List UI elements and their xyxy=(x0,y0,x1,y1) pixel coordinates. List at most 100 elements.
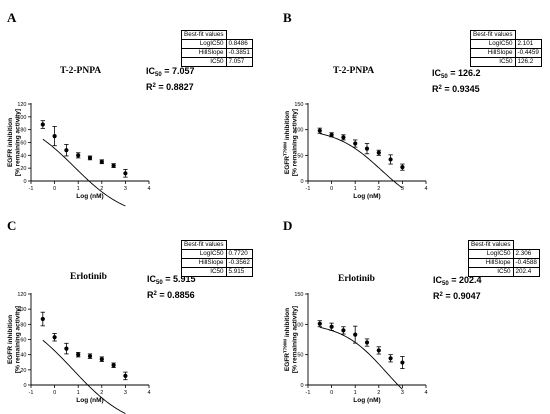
x-tick-label: 2 xyxy=(100,186,103,192)
data-point xyxy=(64,148,69,153)
y-tick-label: 20 xyxy=(20,368,26,374)
r2-value: = 0.9345 xyxy=(441,84,480,94)
ic50-value: = 5.915 xyxy=(162,274,196,284)
chart-title: T-2-PNPA xyxy=(60,66,102,76)
x-tick-label: 2 xyxy=(377,390,380,396)
ic50-line: IC50 = 202.4 xyxy=(433,275,481,290)
data-point xyxy=(52,335,57,340)
data-point xyxy=(353,332,358,337)
best-fit-table: Best-fit values LogIC50 0.7720 HillSlope -0.… xyxy=(181,240,253,277)
y-axis-label-line1: EGFR xyxy=(284,156,291,174)
x-tick-label: 0 xyxy=(53,390,56,396)
ic50-annotation: IC50 = 5.915 R2 = 0.8856 xyxy=(147,274,195,301)
y-axis-label-line1-rest: inhibition xyxy=(284,308,291,339)
x-tick-label: 3 xyxy=(401,390,404,396)
x-tick-label: 1 xyxy=(77,390,80,396)
y-axis-label-line1: EGFR inhibition xyxy=(7,118,14,167)
panel-d: D Erlotinib IC50 = 202.4 R2 = 0.9047 Best-fi… xyxy=(277,208,550,414)
y-tick-label: 100 xyxy=(294,128,303,134)
best-fit-table: Best-fit values LogIC50 2.101 HillSlope -0.4… xyxy=(470,30,542,67)
ic50-annotation: IC50 = 7.057 R2 = 0.8827 xyxy=(146,66,194,93)
data-point xyxy=(99,357,104,362)
x-tick-label: 0 xyxy=(330,390,333,396)
best-fit-row: IC50 202.4 xyxy=(468,267,540,277)
y-tick-label: 120 xyxy=(17,292,26,298)
r2-label: R xyxy=(146,82,153,92)
x-tick-label: 2 xyxy=(100,390,103,396)
data-point xyxy=(329,324,334,329)
y-axis-label-line1-rest: inhibition xyxy=(284,111,291,142)
x-tick-label: 1 xyxy=(77,186,80,192)
y-axis-label-line1: EGFR inhibition xyxy=(7,315,14,364)
ic50-label: IC xyxy=(147,274,156,284)
panel-letter: A xyxy=(7,10,17,25)
y-axis-label-superscript: T790M xyxy=(283,142,288,156)
data-point xyxy=(341,328,346,333)
chart-title: Erlotinib xyxy=(338,274,375,284)
r2-value: = 0.8856 xyxy=(156,290,195,300)
y-tick-label: 0 xyxy=(23,383,26,389)
ic50-label: IC xyxy=(146,66,155,76)
x-tick-label: -1 xyxy=(29,390,34,396)
y-tick-label: 100 xyxy=(17,115,26,121)
data-point xyxy=(317,128,322,133)
y-tick-label: 120 xyxy=(17,102,26,108)
ic50-value: = 126.2 xyxy=(447,68,481,78)
x-tick-label: -1 xyxy=(306,186,311,192)
r2-superscript: 2 xyxy=(438,85,442,91)
r2-superscript: 2 xyxy=(152,83,156,89)
best-fit-value: 5.915 xyxy=(225,267,253,277)
r2-line: R2 = 0.9047 xyxy=(433,290,481,302)
r2-label: R xyxy=(432,84,439,94)
x-tick-label: 3 xyxy=(124,390,127,396)
data-point xyxy=(87,354,93,359)
best-fit-row: IC50 5.915 xyxy=(181,267,253,277)
ic50-subscript: 50 xyxy=(156,280,163,286)
ic50-annotation: IC50 = 126.2 R2 = 0.9345 xyxy=(432,68,480,95)
panel-a: A T-2-PNPA IC50 = 7.057 R2 = 0.8827 Best-fit… xyxy=(0,0,275,207)
best-fit-row: IC50 126.2 xyxy=(470,57,542,67)
data-point xyxy=(64,346,69,351)
fit-curve xyxy=(42,339,126,414)
data-point xyxy=(364,146,370,151)
chart-title: T-2-PNPA xyxy=(333,66,375,76)
panel-letter: B xyxy=(283,10,292,25)
ic50-line: IC50 = 5.915 xyxy=(147,274,195,289)
x-tick-label: 3 xyxy=(401,186,404,192)
best-fit-table: Best-fit values LogIC50 2.306 HillSlope -0.4… xyxy=(468,240,540,277)
r2-label: R xyxy=(147,290,154,300)
x-tick-label: -1 xyxy=(29,186,34,192)
best-fit-row: IC50 7.057 xyxy=(181,57,253,67)
y-axis-label-line2: [% remaining activity] xyxy=(15,109,22,176)
data-point xyxy=(99,159,104,164)
x-axis-label: Log (nM) xyxy=(353,397,380,404)
data-point xyxy=(76,352,81,357)
x-tick-label: 2 xyxy=(377,186,380,192)
r2-value: = 0.8827 xyxy=(155,82,194,92)
data-point xyxy=(123,171,128,176)
x-tick-label: 1 xyxy=(354,186,357,192)
x-tick-label: 1 xyxy=(354,390,357,396)
panel-letter: D xyxy=(283,218,293,233)
x-axis-label: Log (nM) xyxy=(76,397,103,404)
y-axis-label-line2: [% remaining activity] xyxy=(15,306,22,373)
y-axis-label-superscript: T790M xyxy=(283,339,288,353)
x-tick-label: 3 xyxy=(124,186,127,192)
data-point xyxy=(376,348,381,353)
y-axis-label-line2: [% remaining activity] xyxy=(292,109,299,176)
y-tick-label: 100 xyxy=(17,307,26,313)
data-point xyxy=(87,155,93,160)
y-axis-label-line2: [% remaining activity] xyxy=(292,306,299,373)
ic50-line: IC50 = 7.057 xyxy=(146,66,194,81)
y-axis-label-line1: EGFR xyxy=(284,353,291,371)
y-tick-label: 50 xyxy=(297,153,303,159)
data-point xyxy=(388,356,393,361)
data-point xyxy=(52,133,57,139)
x-tick-label: 4 xyxy=(424,390,427,396)
data-point xyxy=(40,316,45,322)
ic50-subscript: 50 xyxy=(155,72,162,78)
data-point xyxy=(329,132,334,137)
y-tick-label: 150 xyxy=(294,292,303,298)
